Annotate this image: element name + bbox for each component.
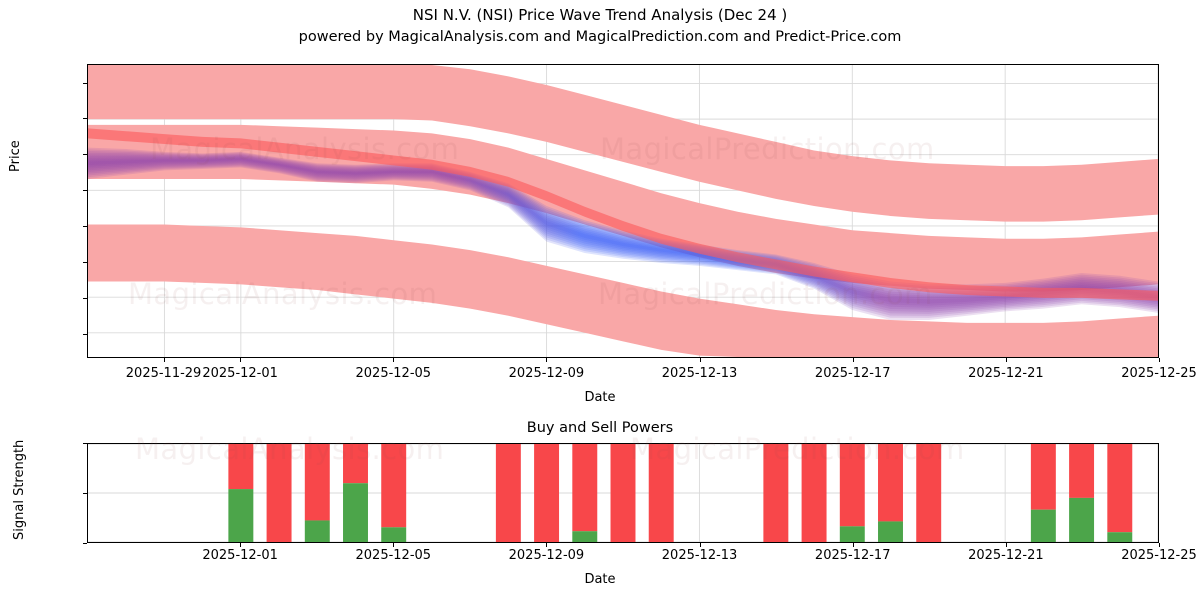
price-x-tick-mark <box>852 358 854 362</box>
signal-y-tick-mark <box>83 543 87 544</box>
page-title: NSI N.V. (NSI) Price Wave Trend Analysis… <box>412 6 788 24</box>
price-x-axis-label: Date <box>584 390 616 405</box>
signal-x-tick: 2025-12-09 <box>508 548 585 563</box>
price-x-tick: 2025-12-01 <box>202 366 278 381</box>
signal-x-tick-mark <box>1005 543 1007 547</box>
price-x-tick-mark <box>546 358 548 362</box>
price-x-tick: 2025-12-05 <box>355 366 432 381</box>
price-y-tick-mark <box>83 118 87 120</box>
price-x-tick: 2025-12-13 <box>661 366 738 381</box>
price-x-tick: 2025-12-25 <box>1121 366 1197 381</box>
price-y-tick-mark <box>83 226 87 228</box>
price-y-tick-mark <box>83 261 87 263</box>
signal-y-tick-mark <box>83 493 87 494</box>
price-x-tick-mark <box>240 358 242 362</box>
chart-header: NSI N.V. (NSI) Price Wave Trend Analysis… <box>0 0 1200 47</box>
price-wave-chart <box>87 64 1159 358</box>
signal-x-tick: 2025-12-13 <box>661 548 738 563</box>
price-y-tick-mark <box>83 82 87 84</box>
price-y-tick-mark <box>83 190 87 192</box>
price-x-tick-mark <box>163 358 165 362</box>
price-x-tick: 2025-12-21 <box>968 366 1044 381</box>
signal-x-tick: 2025-12-25 <box>1121 548 1197 563</box>
price-y-tick-mark <box>83 154 87 156</box>
price-x-tick-mark <box>1159 358 1160 362</box>
signal-x-tick-mark <box>1159 543 1160 547</box>
signal-chart-title: Buy and Sell Powers <box>526 420 674 436</box>
signal-x-tick-mark <box>393 543 395 547</box>
signal-x-tick: 2025-12-01 <box>202 548 278 563</box>
price-y-tick-mark <box>83 297 87 299</box>
page-subtitle: powered by MagicalAnalysis.com and Magic… <box>298 29 902 45</box>
signal-x-tick: 2025-12-21 <box>968 548 1044 563</box>
price-plot-area <box>88 65 1158 357</box>
signal-x-tick-mark <box>852 543 854 547</box>
price-x-tick: 2025-12-09 <box>508 366 585 381</box>
price-x-tick-mark <box>393 358 395 362</box>
price-y-axis-label: Price <box>8 140 23 172</box>
price-y-tick-mark <box>83 333 87 335</box>
signal-plot-area <box>88 444 1158 542</box>
price-x-tick: 2025-11-29 <box>125 366 202 381</box>
signal-y-tick-mark <box>83 443 87 444</box>
signal-x-tick-mark <box>240 543 242 547</box>
signal-x-tick: 2025-12-17 <box>814 548 891 563</box>
signal-x-tick-mark <box>699 543 701 547</box>
signal-x-tick-mark <box>546 543 548 547</box>
price-x-tick-mark <box>1005 358 1007 362</box>
signal-y-axis-label: Signal Strength <box>12 439 27 540</box>
price-x-tick: 2025-12-17 <box>814 366 891 381</box>
signal-x-tick: 2025-12-05 <box>355 548 432 563</box>
signal-x-axis-label: Date <box>584 572 616 587</box>
price-x-tick-mark <box>699 358 701 362</box>
buy-sell-powers-chart <box>87 443 1159 543</box>
